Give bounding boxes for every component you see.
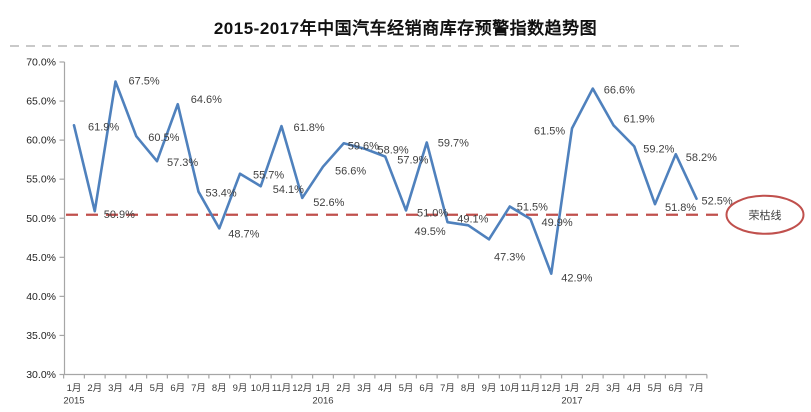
data-label: 66.6% <box>604 85 635 97</box>
y-axis-tick-label: 60.0% <box>26 135 56 147</box>
x-axis-month-label: 1月 <box>67 383 82 394</box>
y-axis-tick-label: 35.0% <box>26 330 56 342</box>
x-axis-month-label: 1月 <box>316 383 331 394</box>
data-label: 64.6% <box>191 94 222 106</box>
x-axis-month-label: 4月 <box>627 383 642 394</box>
x-axis-month-label: 2月 <box>585 383 600 394</box>
data-label: 47.3% <box>494 251 525 263</box>
x-axis-month-label: 12月 <box>541 383 561 394</box>
y-axis-tick-label: 45.0% <box>26 252 56 264</box>
x-axis-month-label: 1月 <box>565 383 580 394</box>
x-axis-month-label: 3月 <box>606 383 621 394</box>
boom-bust-ellipse <box>725 194 805 235</box>
y-axis-tick-label: 30.0% <box>26 369 56 381</box>
data-label: 58.9% <box>378 145 409 157</box>
data-label: 54.1% <box>273 184 304 196</box>
x-axis-month-label: 8月 <box>212 383 227 394</box>
data-label: 52.5% <box>702 196 733 208</box>
data-label: 61.9% <box>88 121 119 133</box>
data-label: 52.6% <box>313 197 344 209</box>
x-axis-month-label: 6月 <box>170 383 185 394</box>
x-axis-month-label: 9月 <box>233 383 248 394</box>
x-axis-month-label: 3月 <box>108 383 123 394</box>
x-axis-month-label: 2月 <box>336 383 351 394</box>
data-label: 51.8% <box>665 202 696 214</box>
x-axis-month-label: 12月 <box>292 383 312 394</box>
data-label: 57.3% <box>167 157 198 169</box>
data-label: 67.5% <box>129 76 160 88</box>
data-label: 61.9% <box>624 113 655 125</box>
y-axis-tick-label: 40.0% <box>26 291 56 303</box>
data-label: 57.9% <box>397 155 428 167</box>
data-label: 59.2% <box>643 143 674 155</box>
data-label: 48.7% <box>228 228 259 240</box>
data-label: 58.2% <box>686 152 717 164</box>
x-axis-month-label: 7月 <box>689 383 704 394</box>
x-axis-year-label: 2015 <box>63 396 84 407</box>
data-label: 61.5% <box>534 125 565 137</box>
x-axis-month-label: 4月 <box>129 383 144 394</box>
data-label: 60.5% <box>148 132 179 144</box>
x-axis-month-label: 7月 <box>440 383 455 394</box>
data-label: 59.7% <box>438 137 469 149</box>
data-label: 59.6% <box>348 140 379 152</box>
x-axis-month-label: 6月 <box>419 383 434 394</box>
x-axis-month-label: 3月 <box>357 383 372 394</box>
x-axis-month-label: 8月 <box>461 383 476 394</box>
data-label: 61.8% <box>294 122 325 134</box>
x-axis-month-label: 7月 <box>191 383 206 394</box>
x-axis-month-label: 6月 <box>668 383 683 394</box>
x-axis-month-label: 9月 <box>482 383 497 394</box>
x-axis-month-label: 5月 <box>648 383 663 394</box>
data-label: 49.1% <box>457 213 488 225</box>
data-label: 49.9% <box>542 217 573 229</box>
data-label: 56.6% <box>335 166 366 178</box>
y-axis-tick-label: 55.0% <box>26 174 56 186</box>
x-axis-month-label: 2月 <box>87 383 102 394</box>
title-divider <box>10 45 743 47</box>
y-axis-tick-label: 70.0% <box>26 57 56 69</box>
data-label: 51.5% <box>517 202 548 214</box>
index-trend-line <box>72 80 698 276</box>
data-label: 42.9% <box>561 273 592 285</box>
y-axis-tick-label: 65.0% <box>26 96 56 108</box>
y-axis-tick-label: 50.0% <box>26 213 56 225</box>
x-axis-month-label: 5月 <box>150 383 165 394</box>
data-label: 55.7% <box>253 170 284 182</box>
x-axis-month-label: 10月 <box>251 383 271 394</box>
x-axis-month-label: 11月 <box>521 383 540 394</box>
x-axis-month-label: 5月 <box>399 383 414 394</box>
data-label: 50.9% <box>104 209 135 221</box>
x-axis-month-label: 10月 <box>500 383 520 394</box>
x-axis-month-label: 11月 <box>272 383 291 394</box>
boom-bust-label: 荣枯线 <box>749 208 782 222</box>
x-axis-month-label: 4月 <box>378 383 393 394</box>
data-label: 51.0% <box>417 207 448 219</box>
x-axis-year-label: 2017 <box>561 396 582 407</box>
data-label: 49.5% <box>415 226 446 238</box>
data-label: 53.4% <box>206 188 237 200</box>
x-axis-year-label: 2016 <box>312 396 333 407</box>
chart-title: 2015-2017年中国汽车经销商库存预警指数趋势图 <box>213 19 598 38</box>
